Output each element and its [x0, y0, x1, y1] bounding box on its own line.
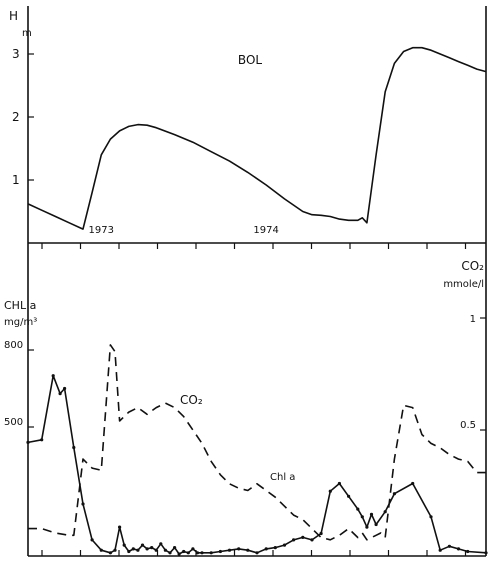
chl-a-point [209, 551, 213, 555]
left-ytick-label: 800 [4, 340, 23, 351]
top-ylabel-unit: m [22, 28, 32, 39]
chl-a-point [264, 547, 268, 551]
chl-a-point [456, 547, 461, 551]
chl-a-point [63, 386, 67, 391]
chl-a-point [328, 489, 332, 493]
top-ytick-label: 1 [12, 173, 20, 187]
right-axis-unit: mmole/l [443, 279, 484, 290]
chl-a-point [186, 551, 190, 555]
left-axis-unit: mg/m³ [4, 317, 37, 328]
chl-a-point [122, 543, 126, 547]
chl-a-point [40, 438, 44, 442]
chl-a-point [438, 548, 442, 552]
year-label: 1974 [253, 225, 278, 236]
chl-a-point [99, 548, 103, 552]
chl-a-point [447, 544, 451, 548]
chl-a-point [72, 445, 76, 450]
chl-a-point [90, 538, 94, 542]
chl-a-point [81, 502, 85, 506]
chl-a-point [182, 549, 186, 554]
chl-a-point [246, 548, 250, 552]
chl-a-point [411, 481, 415, 486]
chl-a-point [360, 515, 364, 519]
chl-a-point [26, 440, 30, 444]
co2-line [28, 344, 486, 541]
top-panel-title: BOL [238, 53, 262, 67]
chl-a-point [200, 551, 204, 555]
chl-a-point [173, 546, 177, 550]
chart-frame [27, 6, 487, 557]
left-axis-label: CHL a [4, 299, 36, 312]
co2-series-label: CO₂ [180, 393, 203, 407]
chl-a-point [145, 547, 149, 551]
year-label: 1973 [89, 225, 114, 236]
chl-a-point [108, 551, 112, 555]
chl-a-point [113, 548, 117, 552]
chl-a-point [392, 492, 396, 496]
chl-co2-panel: CHL a mg/m³ CO₂ mmole/l 500 800 0.5 1 CO₂ Chl… [4, 259, 488, 556]
water-level-panel: H m BOL 1 2 3 1973 1974 [9, 9, 487, 236]
chl-a-point [369, 512, 374, 516]
chl-a-point [127, 549, 131, 554]
top-ylabel-main: H [9, 9, 18, 23]
chl-a-point [168, 551, 172, 555]
chl-a-point [365, 525, 369, 529]
chl-a-point [319, 531, 323, 536]
chl-a-point [292, 538, 296, 542]
chl-a-point [195, 551, 200, 555]
chl-a-point [218, 549, 222, 554]
chl-a-point [383, 510, 387, 514]
chl-a-point [163, 548, 167, 552]
chl-a-point [118, 525, 122, 529]
chl-a-series-label: Chl a [270, 472, 295, 483]
chl-a-point [51, 374, 55, 378]
chl-a-point [237, 547, 241, 551]
chl-a-point [282, 543, 287, 547]
chl-a-line [27, 374, 487, 555]
left-ytick-label: 500 [4, 417, 23, 428]
chl-a-point [227, 548, 232, 552]
chl-a-point [356, 507, 360, 511]
water-level-line [27, 46, 487, 230]
chl-a-point [159, 542, 163, 546]
chl-a-point [58, 392, 62, 396]
chl-a-point [131, 547, 135, 551]
chl-a-point [273, 546, 277, 550]
chl-a-point [136, 548, 140, 552]
chl-a-point [310, 538, 314, 542]
right-ytick-label: 0.5 [460, 420, 476, 431]
chl-a-point [255, 551, 259, 555]
chl-a-point [177, 552, 181, 556]
right-ytick-label: 1 [470, 314, 476, 325]
chl-a-point [337, 481, 341, 486]
chl-a-point [140, 543, 145, 547]
chl-a-point [466, 549, 470, 554]
chl-a-point [374, 522, 378, 527]
chl-a-point [429, 515, 433, 519]
chl-a-point [150, 546, 154, 550]
chl-a-point [191, 547, 195, 551]
right-axis-label: CO₂ [461, 259, 484, 273]
top-ytick-label: 2 [12, 110, 20, 124]
chl-a-point [154, 548, 158, 552]
chl-a-point [347, 494, 351, 498]
chl-a-point [301, 535, 305, 540]
chl-a-point [484, 551, 488, 555]
top-ytick-label: 3 [12, 47, 20, 61]
